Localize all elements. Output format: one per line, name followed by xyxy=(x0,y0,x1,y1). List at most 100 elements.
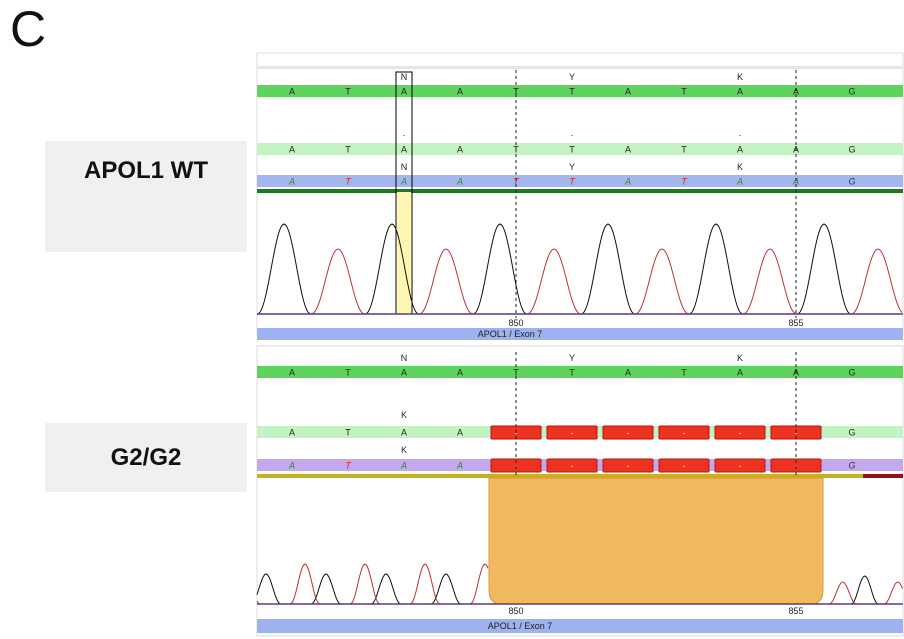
g2-alignment-panel: NYKIATAATTATAAGAKIATAAGAKIATAAGA--------… xyxy=(256,345,904,637)
g2-consensus-mark: K xyxy=(737,353,743,363)
g2-deletion-block xyxy=(602,458,654,473)
g2-row3-base: A xyxy=(400,461,407,471)
wt-consensus-band xyxy=(257,85,903,97)
g2-consensus-base: A xyxy=(289,368,295,378)
wt-consensus-base: A xyxy=(401,87,407,97)
wt-row3-base: T xyxy=(345,177,352,187)
panel-letter: C xyxy=(10,1,47,57)
wt-row2-base: A xyxy=(289,145,295,155)
wt-row3-base: T xyxy=(513,177,520,187)
wt-row3-mark: N xyxy=(401,162,408,172)
g2-consensus-base: G xyxy=(848,368,855,378)
wt-highlight-column xyxy=(397,192,411,314)
wt-row2-mark: . xyxy=(403,128,406,138)
wt-consensus-mark: N xyxy=(401,72,408,82)
wt-row3-base: A xyxy=(400,177,407,187)
wt-row3-base: A xyxy=(736,177,743,187)
wt-track-label: APOL1 / Exon 7 xyxy=(478,329,543,339)
g2-row2-base: A xyxy=(289,428,295,438)
wt-row2-base: A xyxy=(457,145,463,155)
g2-row2-mark: K xyxy=(401,410,407,420)
g2-consensus-base: A xyxy=(457,368,463,378)
wt-consensus-base: A xyxy=(289,87,295,97)
g2-consensus-base: T xyxy=(345,368,351,378)
wt-consensus-base: A xyxy=(737,87,743,97)
g2-deletion-symbol: - xyxy=(571,428,574,438)
wt-consensus-base: T xyxy=(569,87,575,97)
wt-row2-base: A xyxy=(401,145,407,155)
g2-row3-base: A xyxy=(456,461,463,471)
wt-row2-mark: . xyxy=(739,128,742,138)
wt-ruler-label: 855 xyxy=(788,318,803,328)
wt-top-rule xyxy=(257,66,903,69)
g2-row2-base: A xyxy=(457,428,463,438)
wt-row2-base: G xyxy=(848,145,855,155)
wt-frame xyxy=(256,52,904,336)
g2-deletion-symbol: - xyxy=(683,461,686,471)
g2-track-bar xyxy=(257,619,903,633)
wt-row3-band xyxy=(257,175,903,187)
wt-consensus-base: A xyxy=(625,87,631,97)
wt-ruler-label: 850 xyxy=(508,318,523,328)
wt-quality-bar xyxy=(257,189,903,193)
g2-row2-base: G xyxy=(848,428,855,438)
wt-row3-mark: K xyxy=(737,162,743,172)
g2-consensus-base: A xyxy=(737,368,743,378)
g2-deletion-block xyxy=(658,458,710,473)
g2-consensus-base: T xyxy=(569,368,575,378)
g2-deletion-region xyxy=(488,477,824,605)
wt-row3-base: A xyxy=(792,177,799,187)
g2-deletion-block xyxy=(602,425,654,440)
wt-consensus-base: T xyxy=(513,87,519,97)
sample-label-wt: APOL1 WT xyxy=(45,141,247,252)
g2-row2-base: T xyxy=(345,428,351,438)
g2-deletion-block xyxy=(658,425,710,440)
g2-row3-base: T xyxy=(345,461,352,471)
g2-deletion-symbol: - xyxy=(739,428,742,438)
wt-row3-base: G xyxy=(848,177,855,187)
g2-deletion-symbol: - xyxy=(683,428,686,438)
wt-row3-base: A xyxy=(456,177,463,187)
g2-consensus-base: T xyxy=(681,368,687,378)
g2-row3-base: G xyxy=(848,461,855,471)
g2-deletion-block xyxy=(546,425,598,440)
g2-deletion-symbol: - xyxy=(627,428,630,438)
wt-consensus-base: A xyxy=(457,87,463,97)
g2-ruler-label: 850 xyxy=(508,606,523,616)
g2-deletion-block xyxy=(714,425,766,440)
wt-alignment-panel: NYKIATAATTATAAGA....ATAATTATAAGANYKIATAA… xyxy=(256,52,904,340)
g2-consensus-base: A xyxy=(625,368,631,378)
g2-consensus-mark: N xyxy=(401,353,408,363)
g2-consensus-mark: Y xyxy=(569,353,575,363)
wt-row2-mark: . xyxy=(571,128,574,138)
wt-row2-base: A xyxy=(737,145,743,155)
g2-consensus-band xyxy=(257,366,903,378)
g2-deletion-symbol: - xyxy=(571,461,574,471)
g2-deletion-symbol: - xyxy=(739,461,742,471)
wt-row2-base: T xyxy=(681,145,687,155)
g2-quality-bar-end xyxy=(863,474,903,478)
g2-quality-bar xyxy=(257,474,863,478)
g2-track-label: APOL1 / Exon 7 xyxy=(488,621,553,631)
wt-track-bar xyxy=(257,328,903,340)
wt-row3-mark: Y xyxy=(569,162,575,172)
wt-row3-base: T xyxy=(681,177,688,187)
g2-ruler-label: 855 xyxy=(788,606,803,616)
g2-deletion-block xyxy=(546,458,598,473)
wt-row3-base: A xyxy=(288,177,295,187)
wt-row2-base: T xyxy=(345,145,351,155)
g2-deletion-block xyxy=(714,458,766,473)
wt-row3-base: T xyxy=(569,177,576,187)
g2-row2-base: A xyxy=(401,428,407,438)
wt-consensus-base: G xyxy=(848,87,855,97)
wt-row2-band xyxy=(257,143,903,155)
g2-deletion-symbol: - xyxy=(627,461,630,471)
wt-row3-base: A xyxy=(624,177,631,187)
wt-consensus-base: T xyxy=(345,87,351,97)
wt-row2-base: A xyxy=(625,145,631,155)
g2-row3-base: A xyxy=(288,461,295,471)
wt-consensus-mark: K xyxy=(737,72,743,82)
wt-consensus-base: A xyxy=(793,87,799,97)
g2-row3-mark: K xyxy=(401,445,407,455)
